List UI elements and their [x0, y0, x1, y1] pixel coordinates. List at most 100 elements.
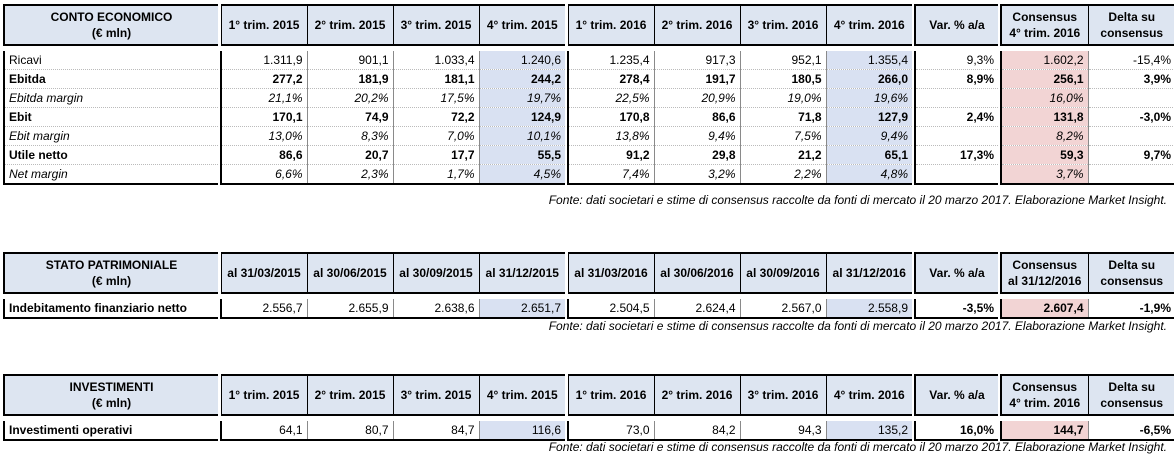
table-title: CONTO ECONOMICO — [50, 10, 173, 24]
cell-2015: 10,1% — [478, 126, 565, 146]
column-header-2015: al 30/06/2015 — [306, 252, 393, 294]
cell-delta: -6,5% — [1087, 421, 1174, 441]
cell-2016: 19,0% — [739, 88, 826, 108]
cell-2016: 3,2% — [653, 164, 740, 185]
column-header-2015: 4° trim. 2015 — [478, 4, 565, 46]
cell-2015: 64,1 — [220, 421, 307, 441]
table-row: Investimenti operativi 64,1 80,7 84,7 116,6 7… — [3, 421, 1174, 441]
cell-2015: 901,1 — [306, 51, 393, 70]
column-header-2016: al 30/06/2016 — [653, 252, 740, 294]
column-gap — [565, 5, 568, 45]
cell-consensus: 16,0% — [1000, 88, 1088, 108]
table-unit: (€ mln) — [91, 396, 132, 410]
consensus-line2: 4° trim. 2016 — [1009, 396, 1081, 410]
column-gap — [565, 126, 568, 146]
cell-2015: 19,7% — [478, 88, 565, 108]
cell-var: -3,5% — [914, 299, 998, 319]
source-note-investimenti: Fonte: dati societari e stime di consens… — [548, 440, 1167, 454]
cell-delta: -3,0% — [1087, 107, 1174, 127]
data-table: CONTO ECONOMICO (€ mln) 1° trim. 2015 2° tr… — [3, 4, 1174, 185]
consensus-line1: Consensus — [1012, 380, 1078, 394]
table-row: Ricavi 1.311,9 901,1 1.033,4 1.240,6 1.235,4 9… — [3, 51, 1174, 70]
row-label: Indebitamento finanziario netto — [3, 299, 218, 319]
column-header-2015: 3° trim. 2015 — [392, 4, 479, 46]
column-header-var: Var. % a/a — [914, 374, 998, 416]
cell-2015: 170,1 — [220, 107, 307, 127]
column-gap — [218, 253, 221, 293]
column-gap — [218, 145, 221, 165]
column-gap — [565, 88, 568, 108]
table-row: Utile netto 86,6 20,7 17,7 55,5 91,2 29,8 21,2 6… — [3, 145, 1174, 165]
cell-2016: 20,9% — [653, 88, 740, 108]
column-gap — [218, 51, 221, 70]
cell-consensus: 144,7 — [1000, 421, 1088, 441]
column-gap — [565, 253, 568, 293]
cell-2015: 181,1 — [392, 69, 479, 89]
stato-patrimoniale-table: STATO PATRIMONIALE (€ mln) al 31/03/2015 al… — [3, 252, 1174, 319]
column-gap — [998, 88, 1001, 108]
cell-2015: 181,9 — [306, 69, 393, 89]
table-unit: (€ mln) — [91, 274, 132, 288]
cell-2016: 135,2 — [825, 421, 912, 441]
row-label: Ebit — [3, 107, 218, 127]
row-label: Ricavi — [3, 51, 218, 70]
header-row: STATO PATRIMONIALE (€ mln) al 31/03/2015 al… — [3, 252, 1174, 294]
cell-2016: 65,1 — [825, 145, 912, 165]
cell-delta: -1,9% — [1087, 299, 1174, 319]
column-gap — [912, 126, 915, 146]
header-gap-cell — [4, 45, 1174, 51]
column-gap — [998, 126, 1001, 146]
column-gap — [218, 126, 221, 146]
cell-consensus: 59,3 — [1000, 145, 1088, 165]
table-title: INVESTIMENTI — [69, 380, 154, 394]
column-gap — [912, 421, 915, 440]
cell-var — [914, 88, 998, 108]
column-gap — [998, 5, 1001, 45]
column-gap — [998, 299, 1001, 318]
column-header-2016: 2° trim. 2016 — [653, 4, 740, 46]
cell-2015: 20,2% — [306, 88, 393, 108]
cell-2016: 9,4% — [825, 126, 912, 146]
cell-2015: 74,9 — [306, 107, 393, 127]
cell-2016: 86,6 — [653, 107, 740, 127]
table-row: Ebit 170,1 74,9 72,2 124,9 170,8 86,6 71,8 127,9… — [3, 107, 1174, 127]
cell-2015: 277,2 — [220, 69, 307, 89]
column-gap — [565, 69, 568, 89]
cell-2016: 29,8 — [653, 145, 740, 165]
column-header-2016: 3° trim. 2016 — [739, 4, 826, 46]
cell-2015: 116,6 — [478, 421, 565, 441]
column-header-2016: al 31/03/2016 — [567, 252, 654, 294]
column-gap — [912, 69, 915, 89]
consensus-line1: Consensus — [1012, 10, 1078, 24]
column-gap — [912, 145, 915, 165]
cell-2015: 84,7 — [392, 421, 479, 441]
column-gap — [912, 253, 915, 293]
table-title-header: STATO PATRIMONIALE (€ mln) — [3, 252, 218, 294]
column-gap — [218, 375, 221, 415]
column-header-2015: 1° trim. 2015 — [220, 4, 307, 46]
cell-2016: 21,2 — [739, 145, 826, 165]
column-gap — [998, 107, 1001, 127]
cell-2016: 180,5 — [739, 69, 826, 89]
column-header-2016: al 30/09/2016 — [739, 252, 826, 294]
cell-2015: 21,1% — [220, 88, 307, 108]
cell-2016: 127,9 — [825, 107, 912, 127]
column-header-2016: 3° trim. 2016 — [739, 374, 826, 416]
cell-2016: 191,7 — [653, 69, 740, 89]
table-title: STATO PATRIMONIALE — [45, 258, 178, 272]
cell-2016: 1.355,4 — [825, 51, 912, 70]
header-row: INVESTIMENTI (€ mln) 1° trim. 2015 2° trim.… — [3, 374, 1174, 416]
table-title-header: INVESTIMENTI (€ mln) — [3, 374, 218, 416]
cell-2016: 13,8% — [567, 126, 654, 146]
cell-delta: 3,9% — [1087, 69, 1174, 89]
column-gap — [218, 421, 221, 440]
cell-2016: 2.504,5 — [567, 299, 654, 319]
cell-2015: 2,3% — [306, 164, 393, 185]
column-gap — [218, 69, 221, 89]
column-gap — [998, 421, 1001, 440]
cell-2016: 2,2% — [739, 164, 826, 185]
column-header-consensus: Consensus al 31/12/2016 — [1000, 252, 1088, 294]
cell-var: 9,3% — [914, 51, 998, 70]
cell-2016: 91,2 — [567, 145, 654, 165]
cell-2015: 20,7 — [306, 145, 393, 165]
